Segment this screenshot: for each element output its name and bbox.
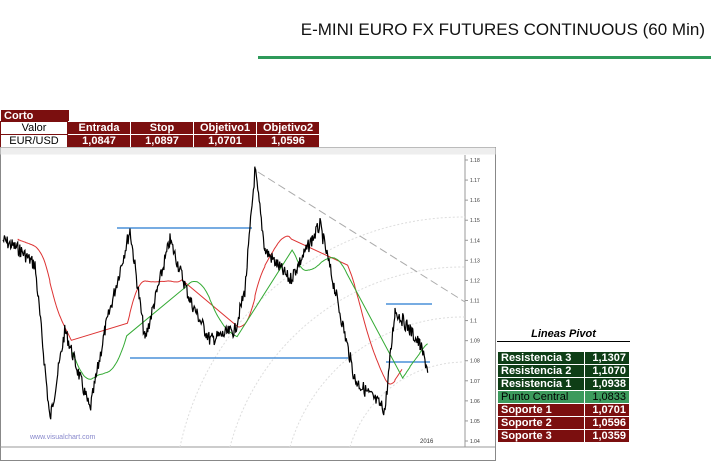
y-tick-label: 1.08: [470, 359, 480, 365]
column: Objetivo2: [256, 121, 320, 135]
y-tick-label: 1.09: [470, 339, 480, 345]
y-tick-label: 1.06: [470, 399, 480, 405]
cell: 1,0847: [67, 134, 131, 148]
column: Entrada: [67, 121, 131, 135]
y-tick-label: 1.13: [470, 258, 480, 264]
column: Stop: [130, 121, 194, 135]
pivot-value: 1,0596: [583, 416, 630, 430]
pivot-table: Lineas Pivot Resistencia 3 1,1307 Resisten…: [497, 326, 630, 443]
chart: www.visualchart.com 2016 1.18 1.17 1.16 1.1…: [0, 147, 496, 461]
pivot-name: Resistencia 3: [497, 351, 585, 365]
chart-header: [0, 147, 496, 155]
pivot-value: 1,0938: [583, 377, 630, 391]
trade-table-body: Valor Entrada Stop Objetivo1 Objetivo2 E…: [0, 121, 320, 148]
label: Corto: [0, 109, 70, 123]
y-tick-label: 1.18: [470, 158, 480, 164]
title-rule: [258, 56, 711, 59]
pivot-value: 1,0833: [583, 390, 630, 404]
y-tick-label: 1.11: [470, 299, 480, 305]
cell: EUR/USD: [0, 134, 68, 148]
pivot-title: Lineas Pivot: [497, 326, 630, 342]
cell: 1,0701: [193, 134, 257, 148]
pivot-value: 1,0359: [583, 429, 630, 443]
y-tick-label: 1.17: [470, 178, 480, 184]
y-tick-label: 1.12: [470, 278, 480, 284]
pivot-name: Resistencia 1: [497, 377, 585, 391]
trade-table: Corto: [0, 109, 70, 123]
y-tick-label: 1.05: [470, 419, 480, 425]
trend-line: [257, 171, 466, 303]
pivot-name: Soporte 2: [497, 416, 585, 430]
column: Valor: [0, 121, 68, 135]
cell: 1,0596: [256, 134, 320, 148]
y-tick-label: 1.04: [470, 439, 480, 445]
y-tick-label: 1.15: [470, 218, 480, 224]
title: E-MINI EURO FX FUTURES CONTINUOUS (60 Mi…: [300, 20, 705, 39]
moving-average: [17, 235, 403, 385]
pivot-name: Soporte 1: [497, 403, 585, 417]
pivot-value: 1,1070: [583, 364, 630, 378]
column: Objetivo1: [193, 121, 257, 135]
watermark: www.visualchart.com: [29, 434, 96, 441]
levels: [117, 227, 432, 363]
pivot-value: 1,0701: [583, 403, 630, 417]
y-tick-label: 1.16: [470, 198, 480, 204]
y-tick-label: 1.07: [470, 379, 480, 385]
y-tick-label: 1.14: [470, 238, 480, 244]
year: 2016: [420, 439, 434, 445]
arcs: [179, 216, 466, 448]
pivot-value: 1,1307: [583, 351, 630, 365]
cell: 1,0897: [130, 134, 194, 148]
price-line: [2, 166, 429, 420]
moving-average: [71, 249, 428, 380]
pivot-name: Resistencia 2: [497, 364, 585, 378]
y-tick-label: 1.1: [470, 319, 477, 325]
pivot-name: Soporte 3: [497, 429, 585, 443]
pivot-name: Punto Central: [497, 390, 585, 404]
